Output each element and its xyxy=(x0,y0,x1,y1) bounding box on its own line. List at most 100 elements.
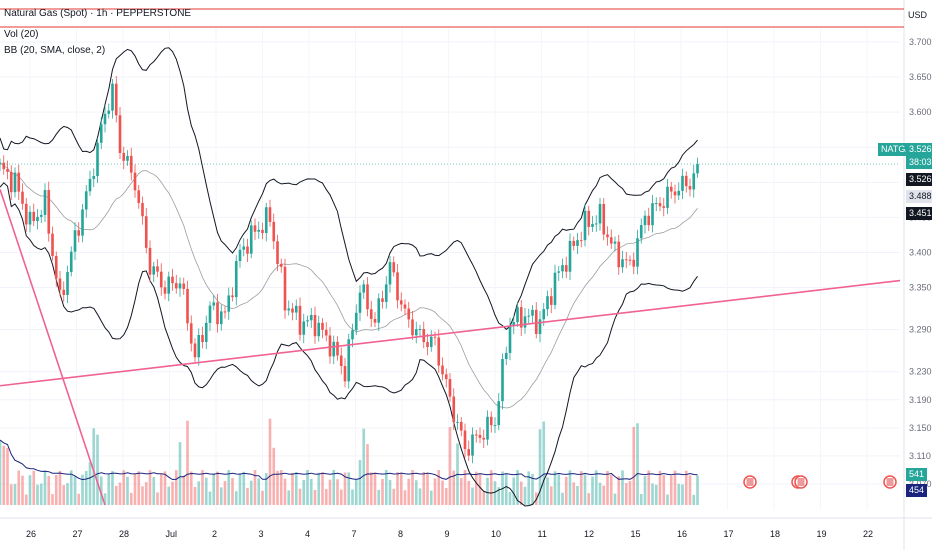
candle-body xyxy=(219,311,223,325)
time-tick-label: 22 xyxy=(863,529,873,539)
candle-body xyxy=(62,289,66,295)
volume-bar xyxy=(223,481,227,505)
volume-bar xyxy=(99,476,103,505)
volume-bar xyxy=(557,474,561,505)
candle-body xyxy=(564,265,568,272)
volume-bar xyxy=(144,482,148,505)
volume-bar xyxy=(486,477,489,505)
volume-bar xyxy=(523,486,527,505)
volume-bar xyxy=(549,486,553,505)
last-price-tag: 3.526 xyxy=(906,143,932,156)
volume-bar xyxy=(497,487,501,505)
time-tick-label: 26 xyxy=(26,529,36,539)
volume-bar xyxy=(174,470,178,505)
volume-bar xyxy=(62,485,66,505)
candle-body xyxy=(654,203,658,205)
volume-bar xyxy=(163,471,167,505)
candle-body xyxy=(39,214,43,217)
candle-body xyxy=(242,246,246,250)
volume-bar xyxy=(519,481,523,505)
volume-bar xyxy=(673,470,677,505)
volume-bar xyxy=(636,423,639,505)
volume-bar xyxy=(257,478,261,505)
volume-bar xyxy=(2,445,6,505)
volume-bar xyxy=(227,470,231,505)
candle-body xyxy=(504,352,508,360)
candle-body xyxy=(403,304,407,309)
volume-bar xyxy=(21,475,24,505)
candle-body xyxy=(189,323,193,344)
candle-body xyxy=(482,437,486,440)
candle-body xyxy=(437,337,441,366)
time-tick-label: 27 xyxy=(73,529,83,539)
price-tick-label: 3.110 xyxy=(909,451,931,461)
volume-bar xyxy=(103,493,107,505)
candle-body xyxy=(234,261,238,298)
volume-bar xyxy=(628,481,632,505)
volume-bar xyxy=(594,470,598,505)
candle-body xyxy=(658,203,662,207)
volume-bar xyxy=(137,471,141,505)
trendline xyxy=(0,279,901,387)
candle-body xyxy=(429,336,433,347)
time-tick-label: 10 xyxy=(491,529,501,539)
volume-bar xyxy=(0,440,2,505)
volume-bar xyxy=(677,483,681,505)
candle-body xyxy=(178,283,182,289)
candle-body xyxy=(467,449,471,456)
candle-body xyxy=(231,295,234,298)
bb-indicator-label[interactable]: BB (20, SMA, close, 2) xyxy=(4,45,106,56)
price-tick-label: 3.650 xyxy=(909,72,932,82)
candle-body xyxy=(358,292,362,313)
candle-body xyxy=(553,272,557,305)
candle-body xyxy=(677,190,681,196)
volume-bar xyxy=(362,428,366,505)
candle-body xyxy=(81,209,84,236)
volume-bar xyxy=(489,470,493,505)
volume-bar xyxy=(399,472,403,505)
volume-bar xyxy=(276,470,279,505)
candle-body xyxy=(688,186,692,190)
volume-bar xyxy=(253,470,257,505)
candle-body xyxy=(193,343,197,358)
candle-body xyxy=(474,434,478,436)
candle-body xyxy=(268,207,272,222)
volume-bar xyxy=(28,475,32,505)
price-tick-label: 3.290 xyxy=(909,325,932,335)
volume-bar xyxy=(24,494,28,505)
candle-body xyxy=(204,322,208,343)
volume-bar xyxy=(572,482,576,505)
volume-bar xyxy=(609,474,613,505)
currency-label[interactable]: USD xyxy=(908,10,928,20)
volume-bar xyxy=(156,492,159,505)
candle-body xyxy=(632,259,636,267)
price-tick-label: 3.700 xyxy=(909,37,932,47)
candle-body xyxy=(246,246,249,254)
event-flag xyxy=(797,478,805,486)
us-event-icon xyxy=(794,475,808,489)
volume-bar xyxy=(369,472,373,505)
volume-bar xyxy=(111,471,114,505)
vol-indicator-label[interactable]: Vol (20) xyxy=(4,29,39,40)
volume-bar xyxy=(384,470,388,505)
candle-body xyxy=(587,210,591,227)
time-tick-label: 16 xyxy=(677,529,687,539)
volume-bar xyxy=(298,488,302,505)
volume-bar xyxy=(216,471,219,505)
volume-bar xyxy=(373,472,377,505)
price-tag-2: 3.526 xyxy=(906,173,932,186)
volume-bar xyxy=(553,471,557,505)
candle-body xyxy=(606,234,609,238)
candle-body xyxy=(519,307,523,328)
candle-body xyxy=(523,316,527,328)
volume-bar xyxy=(377,489,381,505)
volume-bar xyxy=(613,493,617,505)
volume-bar xyxy=(69,470,73,505)
volume-bar xyxy=(403,490,407,505)
volume-tag-b: 454 xyxy=(906,484,928,497)
candle-body xyxy=(452,396,456,423)
candle-body xyxy=(171,276,174,284)
candle-body xyxy=(381,298,384,302)
volume-bar xyxy=(148,470,152,505)
